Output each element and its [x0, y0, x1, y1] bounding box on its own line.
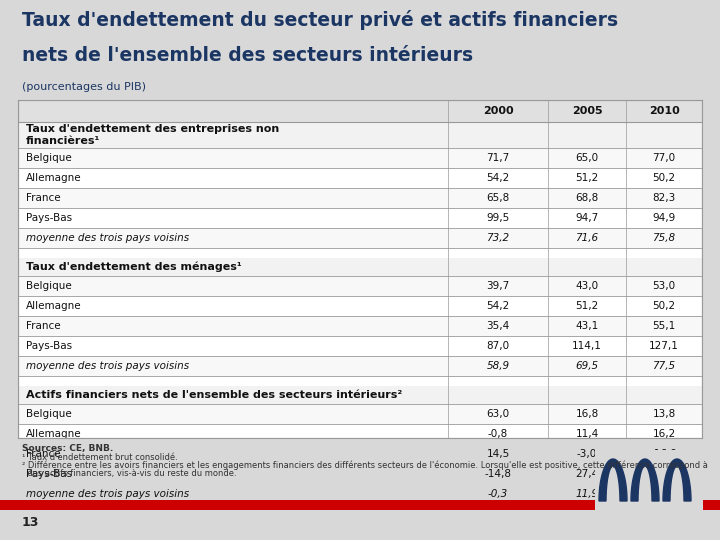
- Text: 99,5: 99,5: [487, 213, 510, 223]
- Bar: [18, 296, 702, 316]
- Text: France: France: [26, 193, 60, 203]
- Text: 71,7: 71,7: [487, 153, 510, 163]
- Text: Allemagne: Allemagne: [26, 301, 81, 311]
- Bar: [18, 444, 702, 464]
- Text: 73,2: 73,2: [487, 233, 510, 243]
- Bar: [18, 148, 702, 168]
- Text: Belgique: Belgique: [26, 281, 72, 291]
- Bar: [18, 208, 702, 228]
- Text: (pourcentages du PIB): (pourcentages du PIB): [22, 82, 146, 92]
- Bar: [18, 276, 702, 296]
- Text: 71,6: 71,6: [575, 233, 598, 243]
- Text: -16,9: -16,9: [650, 449, 678, 459]
- Text: 76,3: 76,3: [652, 469, 675, 479]
- Text: 13: 13: [22, 516, 40, 529]
- Text: -0,8: -0,8: [488, 429, 508, 439]
- Text: 50,2: 50,2: [652, 173, 675, 183]
- Text: moyenne des trois pays voisins: moyenne des trois pays voisins: [26, 233, 189, 243]
- Text: nets de l'ensemble des secteurs intérieurs: nets de l'ensemble des secteurs intérieu…: [22, 46, 473, 65]
- Text: 2005: 2005: [572, 106, 603, 116]
- Text: financières¹: financières¹: [26, 136, 100, 146]
- Text: des actifs financiers, vis-à-vis du reste du monde.: des actifs financiers, vis-à-vis du rest…: [22, 469, 237, 478]
- Polygon shape: [599, 459, 627, 501]
- Bar: [18, 386, 702, 404]
- Bar: [18, 122, 702, 148]
- Text: ² Différence entre les avoirs financiers et les engagements financiers des diffé: ² Différence entre les avoirs financiers…: [22, 461, 708, 470]
- Bar: [18, 188, 702, 208]
- Text: Pays-Bas: Pays-Bas: [26, 213, 72, 223]
- Text: 65,8: 65,8: [487, 193, 510, 203]
- Text: Belgique: Belgique: [26, 409, 72, 419]
- Text: moyenne des trois pays voisins: moyenne des trois pays voisins: [26, 361, 189, 371]
- Text: 39,7: 39,7: [487, 281, 510, 291]
- Bar: [18, 258, 702, 276]
- Text: 58,9: 58,9: [487, 361, 510, 371]
- Text: France: France: [26, 449, 60, 459]
- Text: 114,1: 114,1: [572, 341, 602, 351]
- Bar: [18, 228, 702, 248]
- Text: 43,0: 43,0: [575, 281, 598, 291]
- Text: Pays-Bas: Pays-Bas: [26, 469, 72, 479]
- Bar: [18, 168, 702, 188]
- Text: 77,0: 77,0: [652, 153, 675, 163]
- Bar: [18, 424, 702, 444]
- Text: 54,2: 54,2: [487, 301, 510, 311]
- Text: Allemagne: Allemagne: [26, 429, 81, 439]
- Text: Taux d'endettement du secteur privé et actifs financiers: Taux d'endettement du secteur privé et a…: [22, 10, 618, 30]
- Text: 94,7: 94,7: [575, 213, 598, 223]
- Text: 11,4: 11,4: [575, 429, 598, 439]
- Text: -0,3: -0,3: [488, 489, 508, 499]
- Text: 65,0: 65,0: [575, 153, 598, 163]
- Bar: [18, 336, 702, 356]
- Text: 51,2: 51,2: [575, 173, 598, 183]
- Text: 14,5: 14,5: [487, 449, 510, 459]
- Text: -3,0: -3,0: [577, 449, 597, 459]
- Text: moyenne des trois pays voisins: moyenne des trois pays voisins: [26, 489, 189, 499]
- Text: 2000: 2000: [482, 106, 513, 116]
- Text: -14,8: -14,8: [485, 469, 511, 479]
- Polygon shape: [631, 459, 659, 501]
- Bar: [18, 376, 702, 386]
- Text: Sources: CE, BNB.: Sources: CE, BNB.: [22, 444, 113, 453]
- Text: 54,2: 54,2: [487, 173, 510, 183]
- Text: Taux d'endettement des ménages¹: Taux d'endettement des ménages¹: [26, 262, 242, 272]
- Text: 2010: 2010: [649, 106, 680, 116]
- Text: 87,0: 87,0: [487, 341, 510, 351]
- Text: Pays-Bas: Pays-Bas: [26, 341, 72, 351]
- Text: Belgique: Belgique: [26, 153, 72, 163]
- Text: 51,2: 51,2: [575, 301, 598, 311]
- Bar: [18, 356, 702, 376]
- Text: 50,2: 50,2: [652, 301, 675, 311]
- Text: 69,5: 69,5: [575, 361, 598, 371]
- Text: 11,9: 11,9: [575, 489, 598, 499]
- Text: 35,4: 35,4: [487, 321, 510, 331]
- Text: 25,2: 25,2: [652, 489, 675, 499]
- Text: Allemagne: Allemagne: [26, 173, 81, 183]
- Bar: [18, 248, 702, 258]
- Bar: [18, 316, 702, 336]
- Text: 55,1: 55,1: [652, 321, 675, 331]
- Text: 16,8: 16,8: [575, 409, 598, 419]
- Text: 127,1: 127,1: [649, 341, 679, 351]
- Text: 82,3: 82,3: [652, 193, 675, 203]
- Polygon shape: [663, 459, 691, 501]
- Bar: [18, 464, 702, 484]
- Text: France: France: [26, 321, 60, 331]
- Text: Taux d'endettement des entreprises non: Taux d'endettement des entreprises non: [26, 124, 279, 134]
- Text: 94,9: 94,9: [652, 213, 675, 223]
- Text: 68,8: 68,8: [575, 193, 598, 203]
- Text: 43,1: 43,1: [575, 321, 598, 331]
- Text: 53,0: 53,0: [652, 281, 675, 291]
- Text: 13,8: 13,8: [652, 409, 675, 419]
- Text: Actifs financiers nets de l'ensemble des secteurs intérieurs²: Actifs financiers nets de l'ensemble des…: [26, 390, 402, 400]
- Text: ¹ Taux d'endettement brut consolidé.: ¹ Taux d'endettement brut consolidé.: [22, 453, 178, 462]
- Bar: [18, 484, 702, 504]
- Text: 63,0: 63,0: [487, 409, 510, 419]
- Text: 16,2: 16,2: [652, 429, 675, 439]
- Text: 77,5: 77,5: [652, 361, 675, 371]
- Bar: [18, 100, 702, 122]
- Text: 75,8: 75,8: [652, 233, 675, 243]
- Text: 27,4: 27,4: [575, 469, 598, 479]
- Bar: [18, 404, 702, 424]
